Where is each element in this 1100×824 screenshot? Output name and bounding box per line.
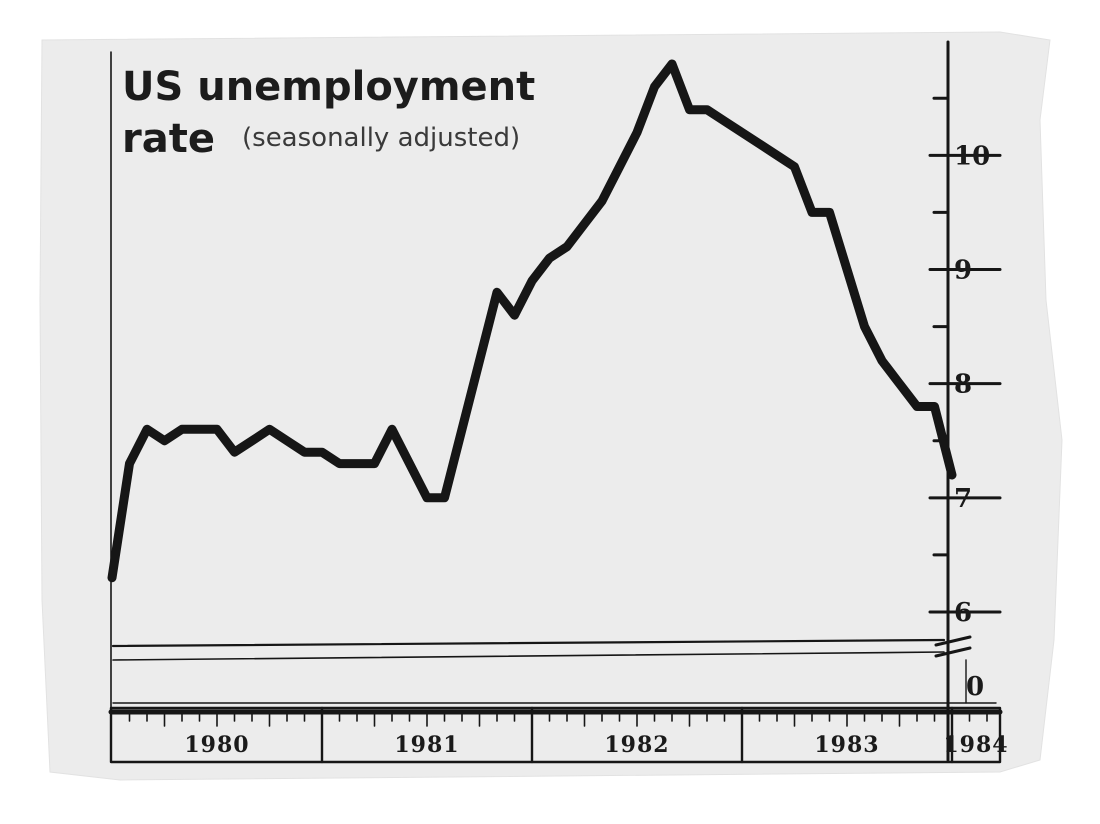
y-zero-label: 0	[966, 672, 984, 702]
year-label: 1980	[184, 732, 249, 758]
baseline-lower	[112, 651, 945, 661]
baseline-upper	[111, 638, 946, 648]
year-label: 1982	[604, 732, 669, 758]
y-tick-label: 10	[954, 141, 990, 171]
axis-break-mark-lower	[934, 646, 972, 658]
y-axis-ticks	[928, 96, 1002, 614]
unemployment-line	[107, 59, 957, 583]
y-tick-label: 6	[954, 598, 972, 628]
y-tick-label: 9	[954, 256, 972, 286]
time-ruler	[109, 706, 1002, 764]
year-labels: 1980 1981 1982 1983 1984	[184, 732, 1008, 758]
ruler-ticks	[128, 711, 988, 727]
y-tick-label: 7	[954, 484, 972, 514]
y-axis-labels: 6 7 8 9 10	[954, 141, 990, 628]
chart-title-line2: rate	[122, 116, 215, 162]
chart-subtitle: (seasonally adjusted)	[242, 123, 520, 153]
y-tick-label: 8	[954, 370, 972, 400]
year-dividers	[320, 706, 954, 764]
axis-break-mark-upper	[934, 635, 972, 647]
paper-sheet	[39, 31, 1063, 781]
year-label: 1981	[394, 732, 459, 758]
chart-title: US unemployment	[122, 64, 535, 110]
year-label: 1983	[814, 732, 879, 758]
year-label: 1984	[943, 732, 1008, 758]
